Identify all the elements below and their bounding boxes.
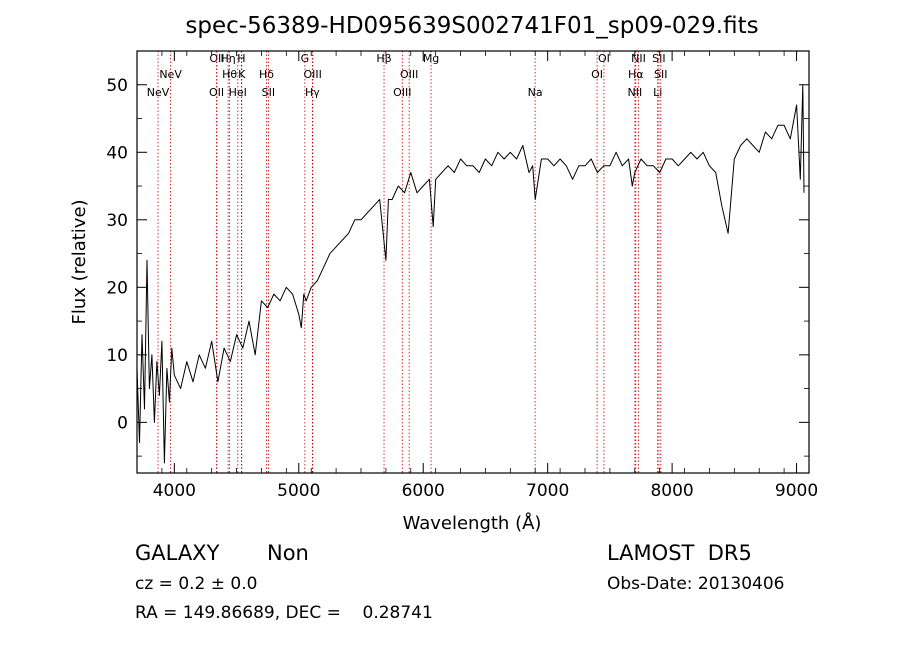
line-label-15: OIII (400, 68, 418, 81)
line-label-12: OIII (304, 68, 322, 81)
line-label-13: Hγ (305, 86, 320, 99)
object-class: GALAXY (135, 541, 220, 565)
y-tick-label-3: 30 (106, 211, 128, 231)
line-label-14: Hβ (376, 52, 391, 65)
plot-frame (136, 50, 810, 474)
line-label-19: OI (598, 52, 610, 65)
x-tick-label-4: 8000 (650, 481, 693, 501)
line-label-23: NII (628, 86, 643, 99)
line-label-11: G (301, 52, 310, 65)
coordinates-info: RA = 149.86689, DEC = 0.28741 (135, 603, 433, 623)
x-tick-label-2: 6000 (402, 481, 445, 501)
line-label-25: SII (654, 68, 667, 81)
x-tick-label-0: 4000 (153, 481, 196, 501)
line-label-9: HeI (229, 86, 247, 99)
chart-title: spec-56389-HD095639S002741F01_sp09-029.f… (185, 13, 758, 39)
line-label-1: NeV (159, 68, 182, 81)
y-axis-label: Flux (relative) (69, 199, 90, 324)
line-label-20: OI (591, 68, 603, 81)
line-label-3: Hη (220, 52, 235, 65)
observation-date: Obs-Date: 20130406 (607, 574, 785, 594)
y-tick-label-0: 0 (117, 413, 128, 433)
y-axis: 0 10 20 30 40 50 (106, 50, 809, 457)
line-label-8: OII (209, 86, 224, 99)
line-label-17: Mg (423, 52, 439, 65)
y-tick-label-5: 50 (106, 76, 128, 96)
line-label-10: SII (262, 86, 275, 99)
line-label-0: NeV (147, 86, 170, 99)
line-label-18: Na (528, 86, 543, 99)
x-tick-label-3: 7000 (526, 481, 569, 501)
x-tick-label-5: 9000 (775, 481, 818, 501)
line-label-24: SII (652, 52, 665, 65)
emission-line-markers: NeVNeVOIIHηHHθKHδOIIHeISIIGOIIIHγHβOIIIO… (147, 51, 668, 473)
flux-line-0 (136, 84, 805, 464)
x-tick-label-1: 5000 (277, 481, 320, 501)
flux-series (136, 84, 805, 464)
redshift-info: cz = 0.2 ± 0.0 (135, 574, 258, 594)
y-tick-label-4: 40 (106, 143, 128, 163)
survey-name: LAMOST DR5 (607, 541, 752, 565)
line-label-21: NII (631, 52, 646, 65)
object-subclass: Non (267, 541, 309, 565)
x-axis: 4000 5000 6000 7000 8000 9000 (136, 51, 818, 501)
y-tick-label-2: 20 (106, 278, 128, 298)
y-tick-label-1: 10 (106, 346, 128, 366)
x-axis-label: Wavelength (Å) (403, 512, 542, 534)
line-label-26: Li (653, 86, 662, 99)
line-label-22: Hα (628, 68, 644, 81)
line-label-16: OIII (393, 86, 411, 99)
line-label-6: K (238, 68, 246, 81)
line-label-7: Hδ (259, 68, 274, 81)
line-label-5: Hθ (222, 68, 237, 81)
